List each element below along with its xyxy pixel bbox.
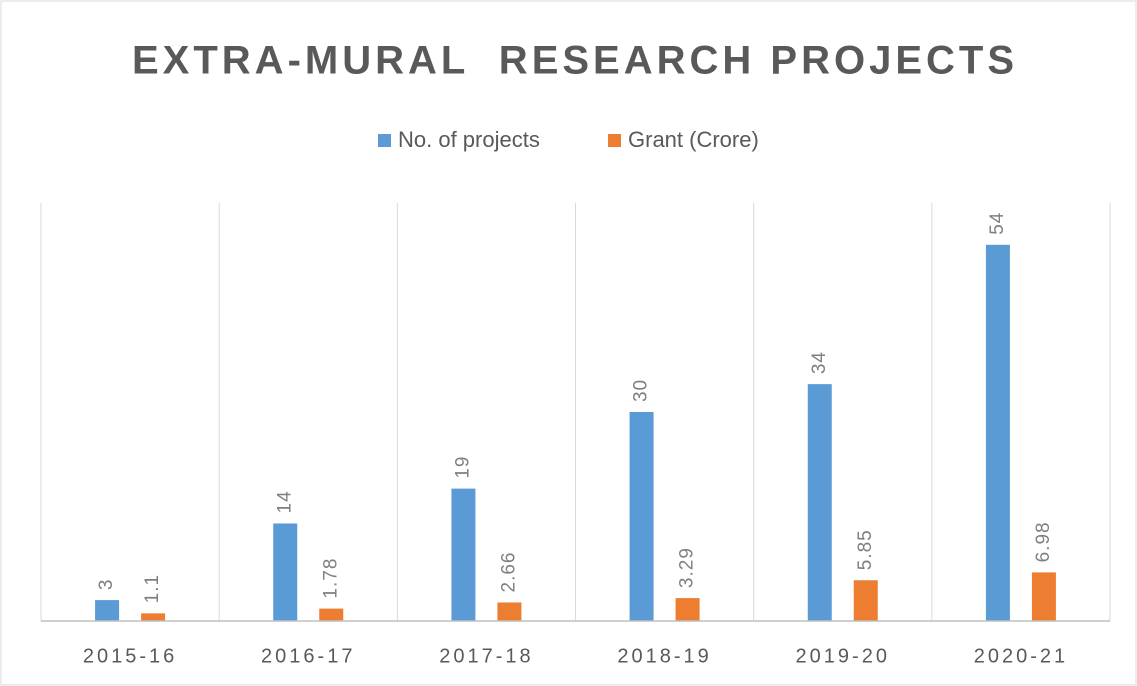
bar — [985, 244, 1010, 622]
legend-label: Grant (Crore) — [628, 127, 759, 152]
x-tick-label: 2019-20 — [796, 645, 890, 667]
chart-title: EXTRA-MURAL RESEARCH PROJECTS — [132, 39, 1018, 83]
bar — [497, 602, 522, 621]
bar — [853, 580, 878, 621]
data-label: 3 — [96, 579, 117, 591]
data-label: 14 — [274, 490, 295, 513]
data-label: 3.29 — [677, 547, 698, 588]
data-label: 2.66 — [498, 551, 519, 592]
data-label: 5.85 — [855, 529, 876, 570]
bar — [807, 384, 832, 621]
data-label: 6.98 — [1033, 521, 1054, 562]
data-label: 34 — [809, 351, 830, 374]
bar — [141, 613, 166, 621]
legend-swatch — [608, 134, 621, 147]
bar — [629, 412, 654, 621]
x-tick-label: 2020-21 — [974, 645, 1068, 667]
data-label: 19 — [452, 455, 473, 478]
bar — [273, 523, 298, 621]
data-label: 1.78 — [320, 558, 341, 599]
x-tick-label: 2017-18 — [439, 645, 533, 667]
data-label: 30 — [631, 379, 652, 402]
legend-label: No. of projects — [398, 127, 540, 152]
bar — [675, 598, 700, 621]
bar — [95, 600, 120, 621]
x-tick-label: 2015-16 — [83, 645, 177, 667]
bar — [451, 488, 476, 621]
bar — [1031, 572, 1056, 621]
bar — [319, 608, 344, 621]
data-label: 1.1 — [142, 574, 163, 603]
legend-swatch — [378, 134, 391, 147]
x-tick-label: 2018-19 — [617, 645, 711, 667]
x-tick-label: 2016-17 — [261, 645, 355, 667]
data-label: 54 — [987, 212, 1008, 235]
